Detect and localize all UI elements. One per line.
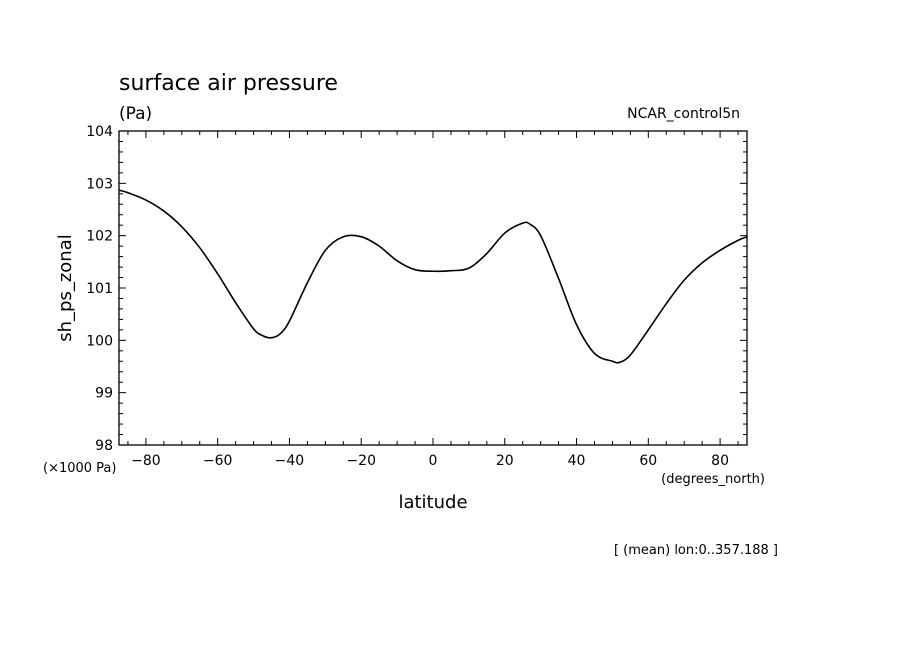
x-axis-label: latitude — [398, 492, 467, 513]
ticks-layer — [119, 130, 747, 446]
chart-units: (Pa) — [119, 104, 152, 124]
series-line — [118, 189, 748, 364]
y-tick-label: 98 — [95, 438, 113, 454]
y-axis-label: sh_ps_zonal — [55, 234, 76, 342]
x-tick-label: 20 — [496, 453, 514, 469]
x-tick-label: −40 — [275, 453, 305, 469]
x-tick-label: 60 — [639, 453, 657, 469]
y-tick-label: 99 — [95, 386, 113, 402]
y-tick-label: 100 — [86, 333, 113, 349]
x-tick-label: −20 — [346, 453, 376, 469]
y-tick-label: 102 — [86, 229, 113, 245]
x-units-label: (degrees_north) — [661, 472, 765, 487]
y-tick-label: 101 — [86, 281, 113, 297]
x-tick-label: −80 — [131, 453, 161, 469]
x-tick-label: 0 — [429, 453, 438, 469]
x-tick-label: −60 — [203, 453, 233, 469]
plot-frame — [118, 130, 748, 446]
x-tick-label: 80 — [711, 453, 729, 469]
tick-labels-layer: −80 −60 −40 −20 0 20 40 60 80 98 99 100 101 102 103 104 — [86, 124, 729, 469]
y-tick-label: 104 — [86, 124, 113, 140]
x-tick-label: 40 — [568, 453, 586, 469]
chart-title: surface air pressure — [119, 71, 338, 96]
y-scale-label: (×1000 Pa) — [43, 461, 116, 476]
footnote: [ (mean) lon:0..357.188 ] — [614, 543, 778, 558]
y-tick-label: 103 — [86, 176, 113, 192]
chart-source: NCAR_control5n — [627, 106, 740, 122]
